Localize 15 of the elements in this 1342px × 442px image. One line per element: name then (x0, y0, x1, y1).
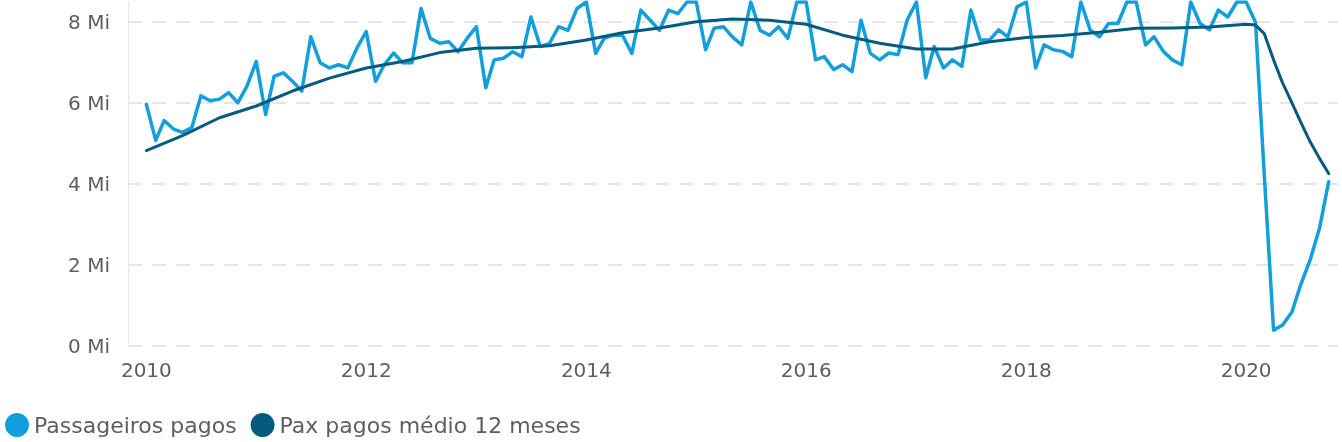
y-tick-label: 0 Mi (68, 334, 110, 358)
line-series (144, 0, 1331, 332)
legend-label: Passageiros pagos (34, 412, 237, 438)
x-tick-label: 2018 (1000, 358, 1052, 382)
x-tick-label: 2020 (1220, 358, 1272, 382)
line-series (144, 17, 1331, 176)
y-tick-label: 6 Mi (68, 91, 110, 116)
y-tick-label: 8 Mi (68, 10, 110, 35)
x-tick-label: 2014 (560, 358, 612, 382)
x-tick-label: 2010 (120, 358, 172, 382)
y-tick-label: 4 Mi (68, 172, 110, 197)
x-tick-label: 2012 (340, 358, 392, 382)
legend-label: Pax pagos médio 12 meses (279, 412, 581, 438)
x-tick-label: 2016 (780, 358, 832, 382)
y-tick-label: 2 Mi (68, 253, 110, 278)
